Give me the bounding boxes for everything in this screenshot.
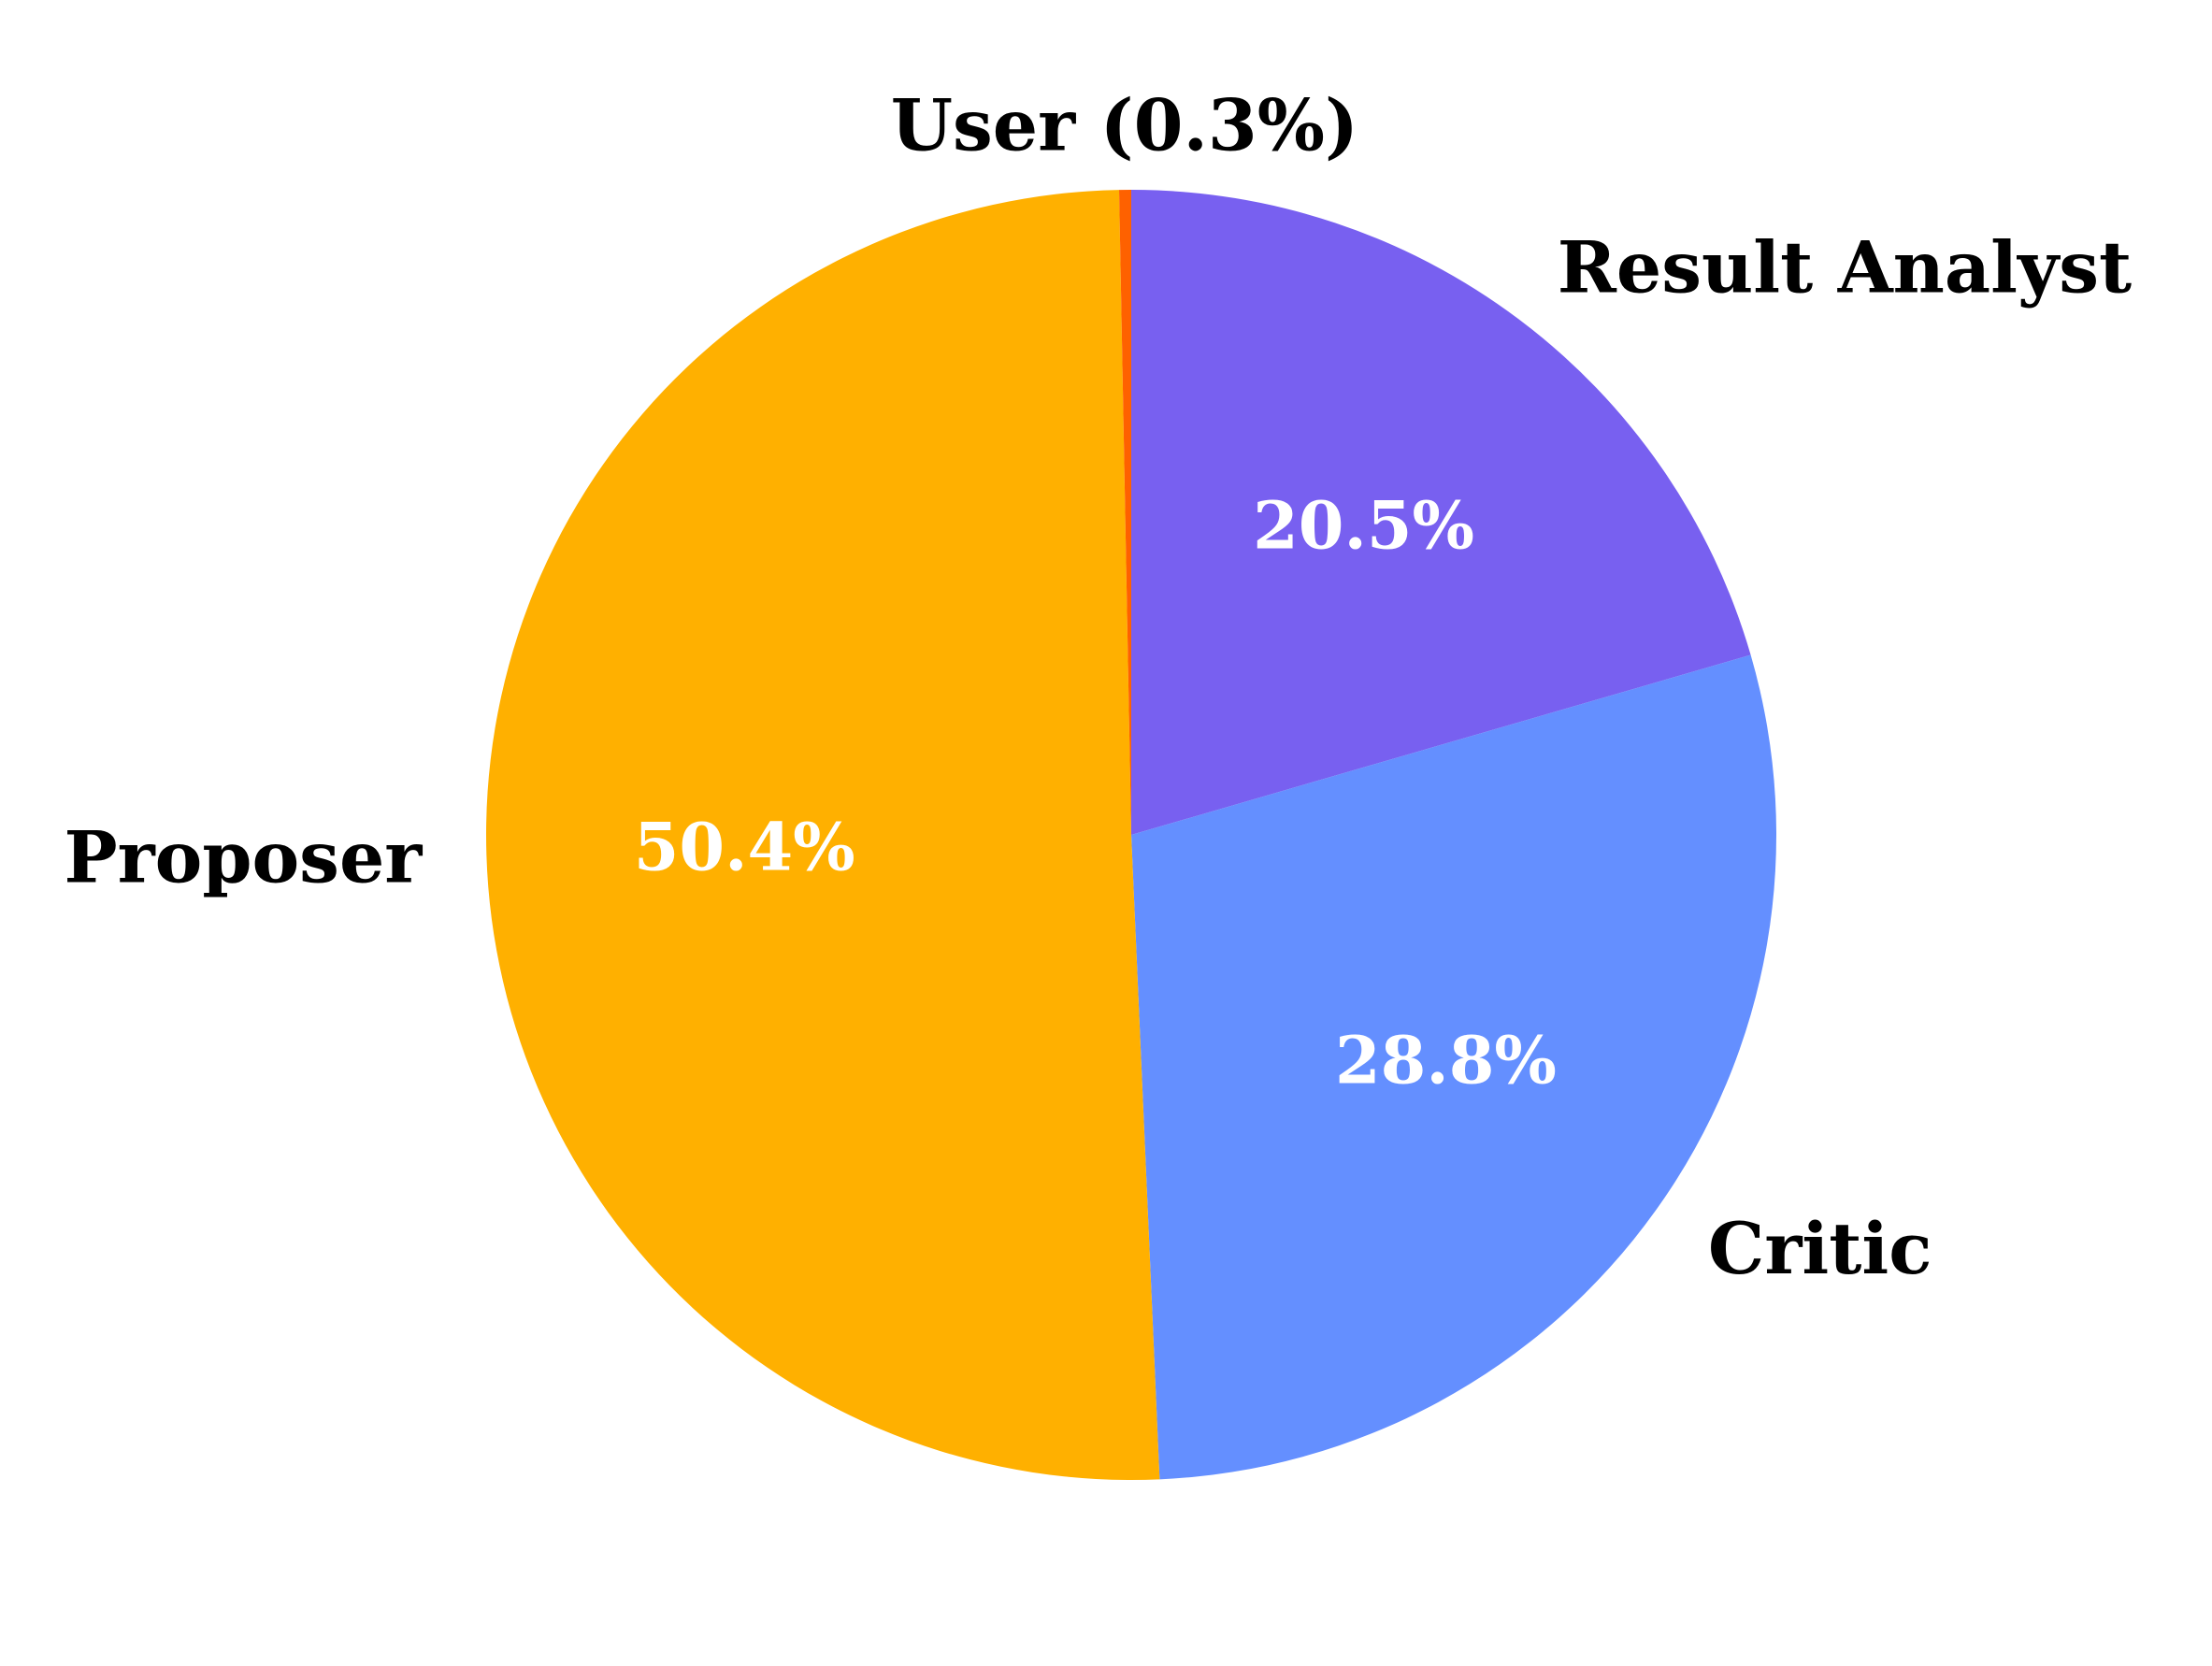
pie-slice-critic [1131,654,1776,1480]
pie-slice-user-0-3 [1118,190,1131,835]
pie-slice-proposer [486,190,1160,1480]
slice-label-user-0-3: User (0.3%) [891,84,1358,167]
pct-label-critic: 28.8% [1335,1022,1557,1099]
slice-label-proposer: Proposer [64,815,423,898]
slice-label-result-analyst: Result Analyst [1558,226,2132,309]
pie-slice-result-analyst [1131,190,1751,835]
slices-layer [486,190,1776,1480]
pct-label-result-analyst: 20.5% [1253,486,1474,564]
labels-layer: Result Analyst 20.5% Critic 28.8% Proposer 50… [64,84,2132,1290]
slice-label-critic: Critic [1708,1207,1932,1290]
pct-label-proposer: 50.4% [634,809,855,886]
